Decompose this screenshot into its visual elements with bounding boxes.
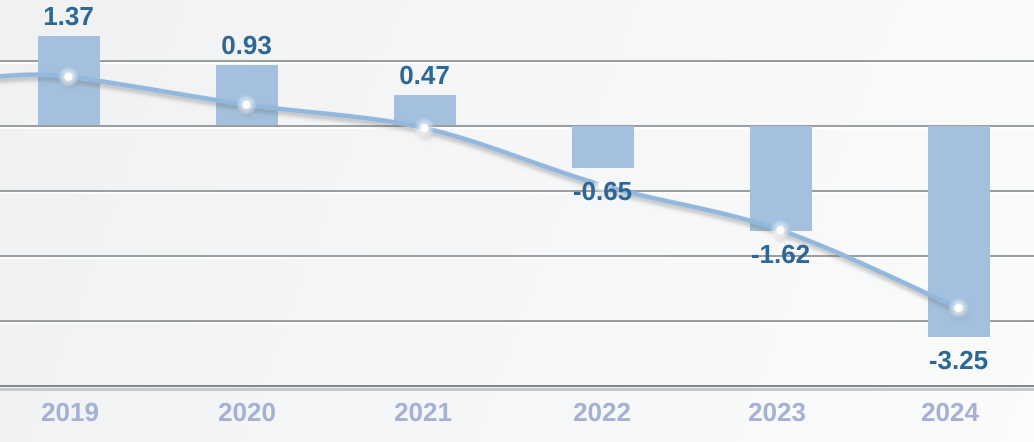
gridline (0, 254, 1034, 257)
value-label-2024: -3.25 (928, 344, 989, 375)
bar-2023 (749, 125, 812, 231)
gridline (0, 124, 1034, 127)
x-axis-line (0, 384, 1034, 392)
value-label-2021: 0.47 (399, 59, 450, 90)
x-axis-label-2024: 2024 (921, 397, 979, 427)
bar-2024 (927, 125, 990, 337)
x-axis-label-2019: 2019 (41, 397, 99, 427)
bar-2020 (215, 65, 278, 126)
x-axis-label-2020: 2020 (218, 397, 276, 427)
x-axis-label-2021: 2021 (394, 397, 452, 427)
value-label-2023: -1.62 (750, 238, 811, 269)
x-axis-label-2022: 2022 (573, 397, 631, 427)
value-label-2022: -0.65 (572, 175, 633, 206)
value-label-2020: 0.93 (221, 30, 272, 61)
bar-2019 (37, 36, 100, 126)
bar-2022 (571, 125, 634, 168)
value-label-2019: 1.37 (43, 1, 94, 32)
x-axis-label-2023: 2023 (748, 397, 806, 427)
bar-2021 (393, 94, 456, 126)
gridline (0, 189, 1034, 192)
gridline (0, 59, 1034, 62)
gridline (0, 319, 1034, 322)
